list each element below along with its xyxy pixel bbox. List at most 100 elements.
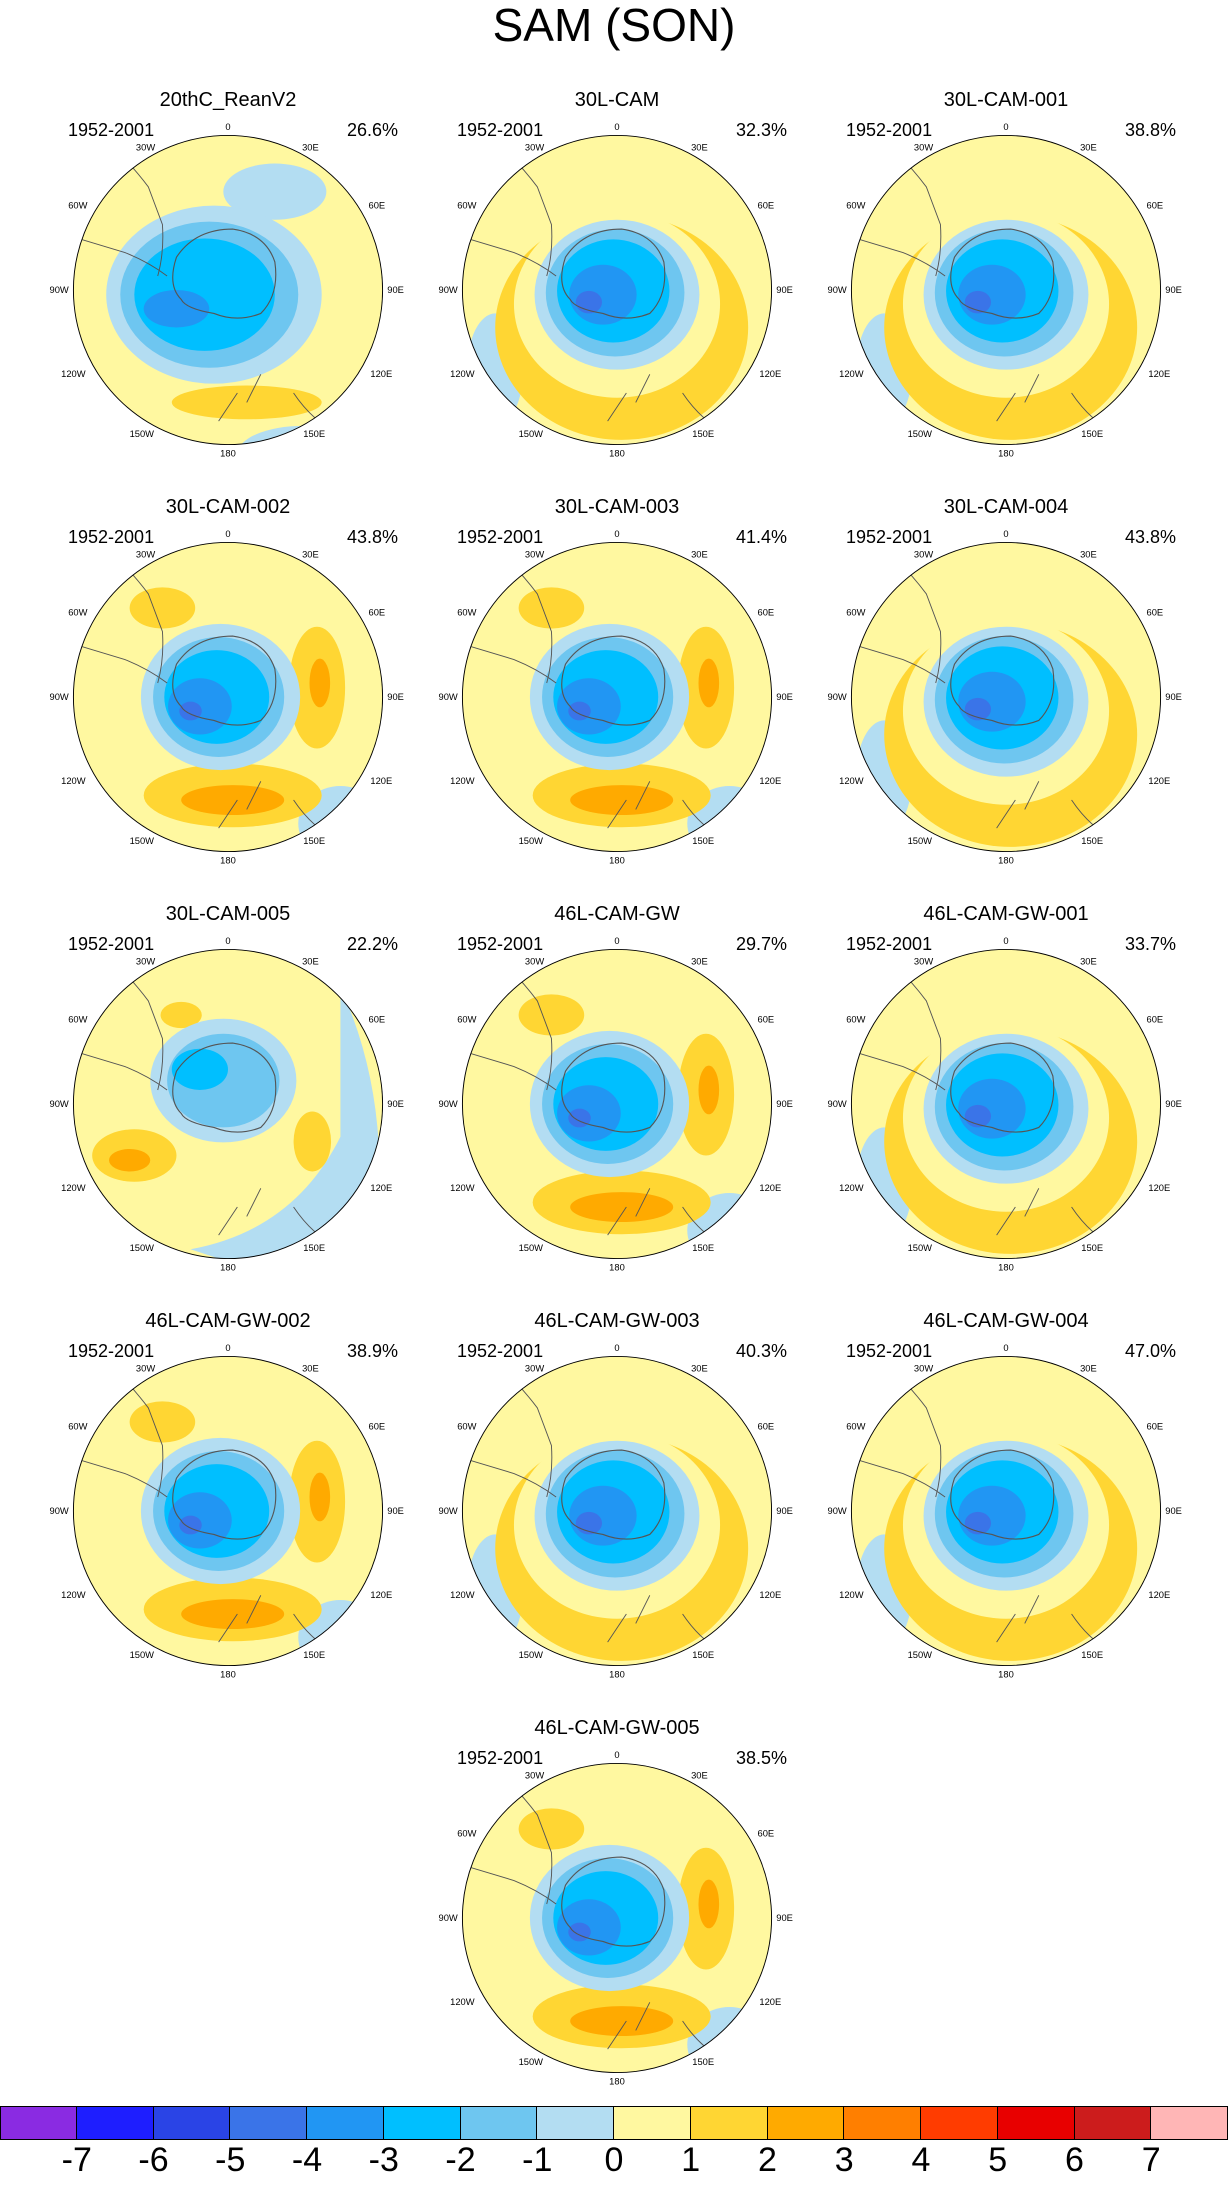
longitude-label: 60E <box>1147 1014 1164 1024</box>
panel-title: 30L-CAM-002 <box>165 496 291 518</box>
longitude-label: 180 <box>609 449 625 459</box>
contour-field <box>851 135 1161 445</box>
longitude-label: 120W <box>61 369 86 379</box>
contour-field <box>73 135 383 445</box>
colorbar-segment <box>230 2106 307 2140</box>
antarctica-coastline <box>172 1449 277 1540</box>
polar-map: 0 30E 60E 90E 120E 150E 180 150W 120W 90W 60W 30W <box>438 529 792 866</box>
longitude-label: 180 <box>220 449 236 459</box>
longitude-label: 150W <box>908 1650 933 1660</box>
colorbar-segment <box>921 2106 998 2140</box>
contour-field <box>851 542 1161 852</box>
australia-africa-coastline <box>218 163 360 436</box>
panel-variance: 40.3% <box>735 1341 787 1361</box>
antarctica-coastline <box>950 635 1055 726</box>
antarctica-coastline <box>561 228 666 319</box>
colorbar-label: -4 <box>291 2141 323 2179</box>
colorbar <box>0 2106 1228 2142</box>
panel-period: 1952-2001 <box>846 1341 933 1361</box>
panel-title: 46L-CAM-GW-001 <box>923 903 1089 925</box>
longitude-label: 150E <box>1081 429 1103 439</box>
panel-variance: 41.4% <box>735 527 787 547</box>
panel-period: 1952-2001 <box>457 527 544 547</box>
yellow-lobe-north <box>160 1001 202 1029</box>
longitude-label: 30E <box>1080 1363 1097 1373</box>
panel-variance: 26.6% <box>346 120 398 140</box>
orange-core-south <box>181 785 285 816</box>
longitude-label: 30W <box>136 142 155 152</box>
blue-center <box>568 1108 591 1128</box>
map-panel: 20thC_ReanV2 1952-2001 26.6% 0 30E 60E 90E 120E… <box>48 88 408 468</box>
polar-map: 0 30E 60E 90E 120E 150E 180 150W 120W 90W 60W 30W <box>827 529 1181 866</box>
longitude-label: 90W <box>827 285 846 295</box>
longitude-label: 30E <box>302 142 319 152</box>
longitude-label: 180 <box>609 1263 625 1273</box>
map-panel: 30L-CAM-004 1952-2001 43.8% 0 30E 60E 90E 120E 1… <box>826 495 1186 875</box>
colorbar-segment <box>76 2106 154 2140</box>
longitude-label: 150E <box>303 1243 325 1253</box>
longitude-label: 90W <box>827 1099 846 1109</box>
longitude-label: 150W <box>519 836 544 846</box>
longitude-label: 30W <box>914 956 933 966</box>
australia-africa-coastline <box>607 163 749 436</box>
map-panel: 46L-CAM-GW-001 1952-2001 33.7% 0 30E 60E 90E 12… <box>826 902 1186 1282</box>
longitude-label: 60W <box>457 200 476 210</box>
longitude-label: 120W <box>450 369 475 379</box>
colorbar-segment <box>383 2106 461 2140</box>
orange-core-south <box>181 1599 285 1630</box>
longitude-label: 30E <box>1080 549 1097 559</box>
longitude-label: 90E <box>1165 1506 1182 1516</box>
longitude-label: 180 <box>220 856 236 866</box>
map-boundary <box>461 541 773 853</box>
colorbar-label: -3 <box>368 2141 399 2179</box>
map-boundary <box>850 948 1162 1260</box>
blue-center <box>179 701 202 721</box>
polar-map: 0 30E 60E 90E 120E 150E 180 150W 120W 90W 60W 30W <box>827 936 1181 1273</box>
panel-period: 1952-2001 <box>68 934 155 954</box>
longitude-label: 0 <box>614 936 619 946</box>
colorbar-segment <box>0 2106 77 2140</box>
colorbar-label: -1 <box>522 2141 553 2179</box>
longitude-label: 180 <box>220 1263 236 1273</box>
australia-africa-coastline <box>996 570 1138 843</box>
longitude-label: 60E <box>1147 607 1164 617</box>
map-panel: 30L-CAM-005 1952-2001 22.2% 0 30E 60E 90E 120E 1… <box>48 902 408 1282</box>
polar-map: 0 30E 60E 90E 120E 150E 180 150W 120W 90W 60W 30W <box>49 936 403 1273</box>
longitude-label: 30W <box>525 549 544 559</box>
longitude-label: 0 <box>1003 122 1008 132</box>
longitude-label: 60W <box>846 607 865 617</box>
australia-africa-coastline <box>218 1384 360 1657</box>
longitude-label: 0 <box>225 122 230 132</box>
longitude-label: 150E <box>692 1650 714 1660</box>
longitude-label: 90W <box>49 1506 68 1516</box>
colorbar-label: 3 <box>834 2141 854 2179</box>
polar-map: 0 30E 60E 90E 120E 150E 180 150W 120W 90W 60W 30W <box>438 1343 792 1680</box>
longitude-label: 150W <box>130 836 155 846</box>
antarctica-coastline <box>950 1042 1055 1133</box>
panel-period: 1952-2001 <box>68 1341 155 1361</box>
longitude-label: 150W <box>908 1243 933 1253</box>
colorbar-label: 4 <box>911 2141 931 2179</box>
longitude-label: 60E <box>369 1421 386 1431</box>
longitude-label: 150E <box>1081 1650 1103 1660</box>
blue-center <box>568 701 591 721</box>
colorbar-label: 1 <box>681 2141 701 2179</box>
polar-map: 0 30E 60E 90E 120E 150E 180 150W 120W 90W 60W 30W <box>438 936 792 1273</box>
longitude-label: 150E <box>1081 1243 1103 1253</box>
australia-africa-coastline <box>218 977 360 1250</box>
longitude-label: 180 <box>609 2077 625 2087</box>
longitude-label: 90W <box>438 1506 457 1516</box>
longitude-label: 120E <box>370 1183 392 1193</box>
contour-field <box>73 949 383 1259</box>
longitude-label: 180 <box>998 1263 1014 1273</box>
antarctica-coastline <box>561 1449 666 1540</box>
antarctica-coastline <box>950 1449 1055 1540</box>
longitude-label: 30W <box>914 142 933 152</box>
longitude-label: 60E <box>369 607 386 617</box>
longitude-label: 0 <box>1003 529 1008 539</box>
longitude-label: 150W <box>519 429 544 439</box>
longitude-label: 180 <box>220 1670 236 1680</box>
map-boundary <box>72 134 384 446</box>
yellow-lobe-northwest <box>129 1401 196 1443</box>
colorbar-label: -2 <box>445 2141 476 2179</box>
